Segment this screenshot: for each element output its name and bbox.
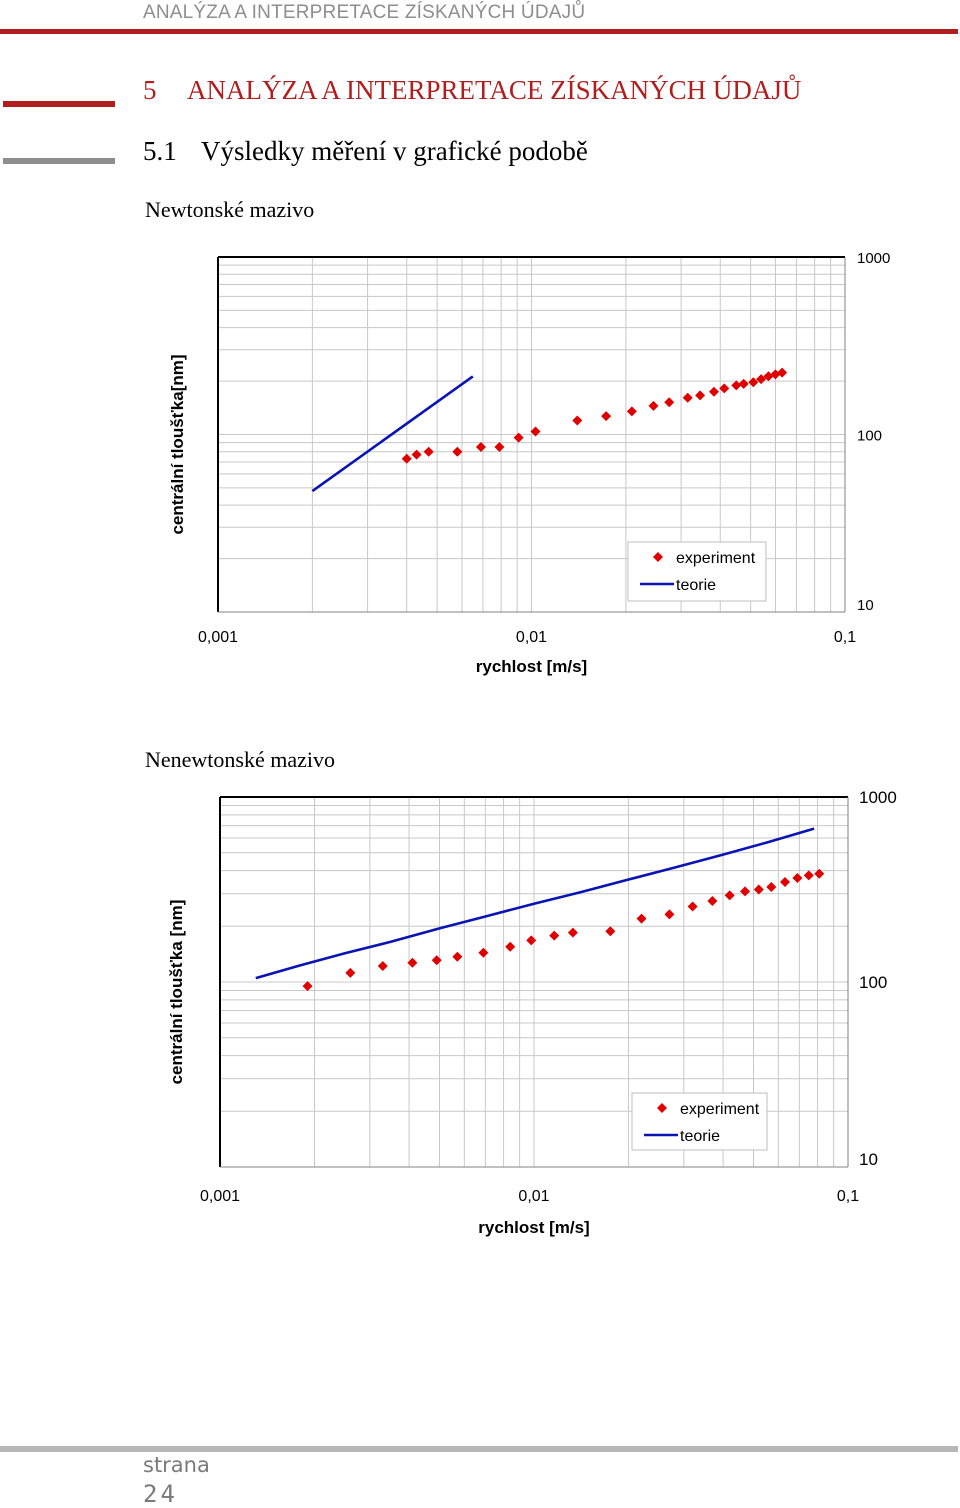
gridlines xyxy=(220,797,848,1167)
legend: experiment teorie xyxy=(631,1092,768,1151)
experiment-point xyxy=(494,442,505,453)
experiment-series xyxy=(302,868,825,992)
chart-1-heading: Newtonské mazivo xyxy=(145,197,315,222)
x-tick-label: 0,001 xyxy=(198,629,238,646)
legend-box xyxy=(631,1092,768,1151)
experiment-point xyxy=(748,377,759,388)
legend: experiment teorie xyxy=(627,541,767,602)
experiment-point xyxy=(707,896,718,907)
chapter-title: ANALÝZA A INTERPRETACE ZÍSKANÝCH ÚDAJŮ xyxy=(187,75,802,105)
x-tick-label: 0,001 xyxy=(200,1188,240,1205)
experiment-point xyxy=(478,947,489,958)
footer-page-number: 24 xyxy=(143,1480,178,1508)
experiment-point xyxy=(452,446,463,457)
experiment-point xyxy=(682,392,693,403)
y-tick-label: 1000 xyxy=(857,250,890,267)
experiment-point xyxy=(803,870,814,881)
experiment-point xyxy=(664,909,675,920)
experiment-point xyxy=(431,955,442,966)
experiment-point xyxy=(605,926,616,937)
x-tick-label: 0,01 xyxy=(518,1188,549,1205)
chapter-number: 5 xyxy=(143,75,157,105)
experiment-point xyxy=(505,941,516,952)
running-header: ANALÝZA A INTERPRETACE ZÍSKANÝCH ÚDAJŮ xyxy=(143,2,586,23)
y-tick-label: 10 xyxy=(859,1150,878,1169)
experiment-point xyxy=(731,380,742,391)
legend-box xyxy=(627,541,767,602)
experiment-point xyxy=(475,442,486,453)
section-marker-bar xyxy=(3,158,115,164)
experiment-point xyxy=(401,453,412,464)
footer-rule xyxy=(0,1446,958,1452)
experiment-point xyxy=(779,877,790,888)
x-tick-label: 0,1 xyxy=(834,629,856,646)
gridlines xyxy=(218,257,845,612)
experiment-point xyxy=(526,935,537,946)
experiment-point xyxy=(695,390,706,401)
experiment-point xyxy=(770,369,781,380)
experiment-point xyxy=(601,411,612,422)
experiment-point xyxy=(345,967,356,978)
experiment-point xyxy=(377,961,388,972)
y-tick-label: 100 xyxy=(859,973,887,992)
experiment-point xyxy=(407,957,418,968)
experiment-point xyxy=(738,378,749,389)
y-tick-label: 1000 xyxy=(859,788,897,807)
experiment-point xyxy=(756,374,767,385)
experiment-point xyxy=(664,397,675,408)
experiment-point xyxy=(792,872,803,883)
y-axis-label: centrální tloušťka[nm] xyxy=(168,354,187,534)
experiment-point xyxy=(530,426,541,437)
x-tick-label: 0,01 xyxy=(516,629,547,646)
experiment-point xyxy=(648,400,659,411)
chart-2-heading: Nenewtonské mazivo xyxy=(145,747,335,772)
section-number: 5.1 xyxy=(143,136,177,166)
footer-page-label: strana xyxy=(143,1453,210,1477)
chart-non-newtonian: 0,001 0,01 0,1 1000 100 10 rychlost [m/s] centr… xyxy=(167,788,897,1237)
section-heading: 5.1 Výsledky měření v grafické podobě xyxy=(143,136,588,167)
legend-teorie-label: teorie xyxy=(676,577,716,594)
y-tick-label: 10 xyxy=(857,597,874,614)
experiment-point xyxy=(626,406,637,417)
experiment-point xyxy=(513,432,524,443)
experiment-point xyxy=(423,446,434,457)
section-title: Výsledky měření v grafické podobě xyxy=(201,136,588,166)
legend-experiment-marker xyxy=(657,1103,667,1113)
experiment-point xyxy=(572,415,583,426)
experiment-point xyxy=(687,901,698,912)
teorie-line xyxy=(255,827,815,980)
legend-experiment-label: experiment xyxy=(680,1101,760,1118)
experiment-point xyxy=(777,367,788,378)
experiment-point xyxy=(724,890,735,901)
legend-teorie-label: teorie xyxy=(680,1128,720,1145)
experiment-point xyxy=(740,886,751,897)
experiment-point xyxy=(302,981,313,992)
experiment-point xyxy=(452,951,463,962)
teorie-line xyxy=(311,375,474,493)
y-axis-label: centrální tloušťka [nm] xyxy=(167,900,186,1085)
experiment-point xyxy=(636,913,647,924)
x-axis-label: rychlost [m/s] xyxy=(478,1218,589,1237)
experiment-point xyxy=(549,930,560,941)
chapter-marker-bar xyxy=(3,101,115,107)
header-rule xyxy=(0,29,958,34)
experiment-point xyxy=(766,882,777,893)
experiment-point xyxy=(753,884,764,895)
experiment-series xyxy=(401,367,788,464)
experiment-point xyxy=(411,449,422,460)
experiment-point xyxy=(814,868,825,879)
experiment-point xyxy=(708,386,719,397)
chart-newtonian: 0,001 0,01 0,1 1000 100 10 rychlost [m/s] centr… xyxy=(168,250,890,676)
experiment-point xyxy=(763,371,774,382)
y-tick-label: 100 xyxy=(857,428,882,445)
experiment-point xyxy=(567,927,578,938)
legend-experiment-marker xyxy=(653,552,663,562)
chapter-heading: 5 ANALÝZA A INTERPRETACE ZÍSKANÝCH ÚDAJŮ xyxy=(143,75,801,106)
x-axis-label: rychlost [m/s] xyxy=(476,657,587,676)
legend-experiment-label: experiment xyxy=(676,550,756,567)
experiment-point xyxy=(719,383,730,394)
x-tick-label: 0,1 xyxy=(837,1188,859,1205)
